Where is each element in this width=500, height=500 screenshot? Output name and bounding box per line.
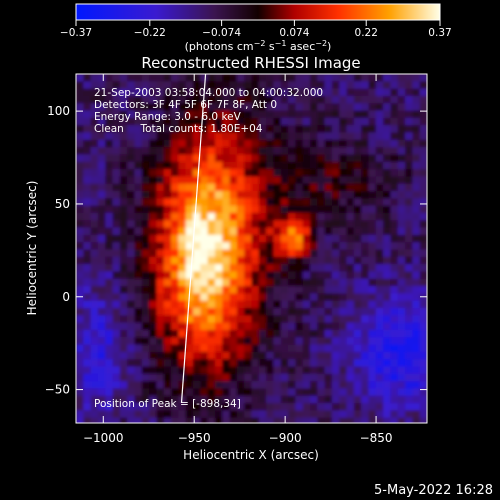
colorbar-tick-label: 0.074 xyxy=(279,27,309,39)
y-axis-label: Heliocentric Y (arcsec) xyxy=(25,181,39,316)
y-tick-label: −50 xyxy=(45,383,70,397)
colorbar-tick-label: 0.22 xyxy=(355,27,378,39)
colorbar-tick-label: −0.37 xyxy=(60,27,92,39)
axis-ticks: −1000 −950 −900 −850 −50 0 50 100 xyxy=(45,74,427,445)
timestamp: 5-May-2022 16:28 xyxy=(374,483,493,498)
annotation-time-range: 21-Sep-2003 03:58:04.000 to 04:00:32.000 xyxy=(94,87,323,99)
limb-line xyxy=(180,74,207,404)
x-tick-label: −1000 xyxy=(83,431,124,445)
y-tick-label: 100 xyxy=(47,104,70,118)
annotation-total-counts: Clean Total counts: 1.80E+04 xyxy=(94,123,263,135)
y-tick-label: 50 xyxy=(55,197,70,211)
y-tick-label: 0 xyxy=(62,290,70,304)
annotation-energy-range: Energy Range: 3.0 - 6.0 keV xyxy=(94,111,242,123)
x-tick-label: −950 xyxy=(178,431,211,445)
annotation-detectors: Detectors: 3F 4F 5F 6F 7F 8F, Att 0 xyxy=(94,99,277,111)
chart-title: Reconstructed RHESSI Image xyxy=(141,54,360,72)
x-tick-label: −850 xyxy=(360,431,393,445)
x-tick-label: −900 xyxy=(269,431,302,445)
plot-frame xyxy=(75,73,428,424)
colorbar-ticks: −0.37 −0.22 −0.074 0.074 0.22 0.37 xyxy=(60,20,452,39)
x-axis-label: Heliocentric X (arcsec) xyxy=(183,448,319,462)
colorbar-tick-label: −0.074 xyxy=(202,27,241,39)
heatmap-image xyxy=(76,74,427,423)
colorbar xyxy=(75,3,441,21)
peak-position-label: Position of Peak = [-898,34] xyxy=(94,398,241,410)
colorbar-tick-label: −0.22 xyxy=(134,27,166,39)
colorbar-units-label: (photons cm−2 s−1 asec−2) xyxy=(185,39,332,53)
colorbar-tick-label: 0.37 xyxy=(428,27,451,39)
